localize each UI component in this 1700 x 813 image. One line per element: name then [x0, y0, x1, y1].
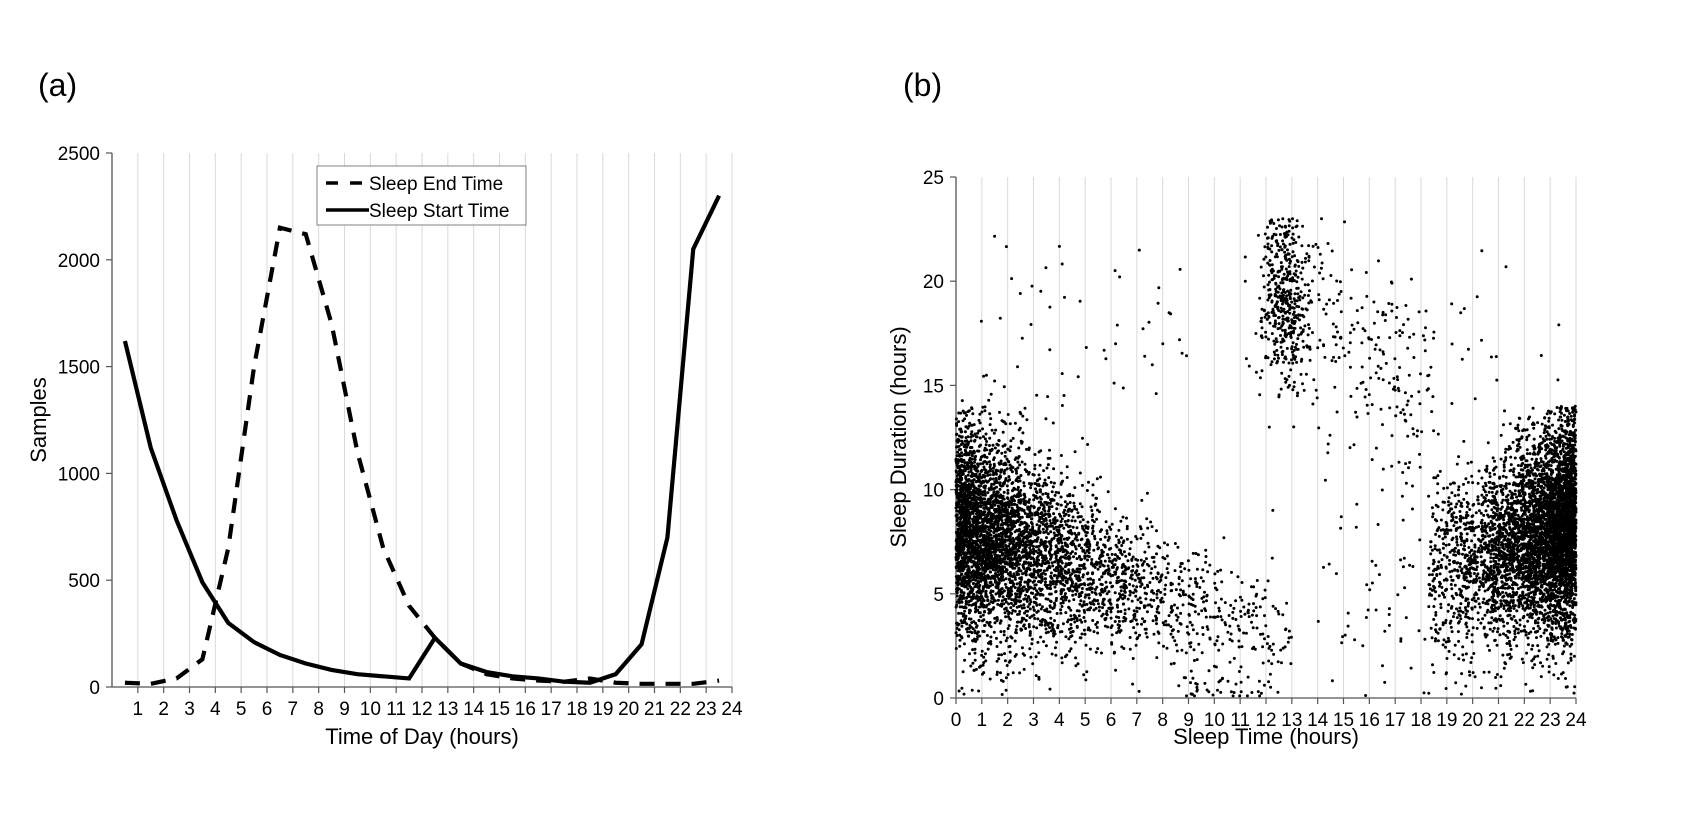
svg-text:1000: 1000	[58, 464, 100, 485]
svg-text:6: 6	[1106, 710, 1117, 731]
svg-text:1: 1	[133, 699, 144, 720]
svg-text:22: 22	[670, 699, 691, 720]
svg-text:8: 8	[313, 699, 324, 720]
svg-text:24: 24	[1565, 710, 1587, 731]
svg-text:Samples: Samples	[26, 377, 51, 463]
svg-text:12: 12	[411, 699, 432, 720]
svg-text:16: 16	[1359, 710, 1380, 731]
svg-text:Time of Day (hours): Time of Day (hours)	[325, 724, 519, 749]
svg-text:(a): (a)	[38, 67, 77, 103]
svg-text:2500: 2500	[58, 144, 100, 165]
svg-text:Sleep End Time: Sleep End Time	[369, 174, 503, 195]
svg-text:0: 0	[89, 678, 100, 699]
svg-text:13: 13	[437, 699, 458, 720]
svg-text:21: 21	[644, 699, 665, 720]
svg-text:7: 7	[1132, 710, 1143, 731]
svg-text:18: 18	[1410, 710, 1431, 731]
svg-text:(b): (b)	[903, 67, 942, 103]
svg-text:23: 23	[1540, 710, 1561, 731]
svg-text:2: 2	[1002, 710, 1013, 731]
svg-text:7: 7	[288, 699, 299, 720]
svg-text:11: 11	[386, 699, 406, 720]
svg-text:15: 15	[489, 699, 510, 720]
svg-text:17: 17	[1385, 710, 1406, 731]
svg-text:5: 5	[236, 699, 247, 720]
svg-text:2: 2	[158, 699, 169, 720]
svg-text:23: 23	[696, 699, 717, 720]
svg-text:25: 25	[923, 168, 944, 189]
svg-text:5: 5	[933, 585, 944, 606]
svg-text:Sleep Start Time: Sleep Start Time	[369, 201, 509, 222]
svg-text:24: 24	[721, 699, 743, 720]
svg-text:2000: 2000	[58, 251, 100, 272]
svg-text:20: 20	[923, 272, 944, 293]
svg-text:10: 10	[923, 481, 944, 502]
svg-text:14: 14	[463, 699, 485, 720]
svg-text:1: 1	[977, 710, 988, 731]
svg-text:17: 17	[541, 699, 562, 720]
svg-text:19: 19	[1436, 710, 1457, 731]
svg-text:20: 20	[618, 699, 639, 720]
svg-text:500: 500	[68, 571, 100, 592]
svg-text:1500: 1500	[58, 358, 100, 379]
svg-text:0: 0	[951, 710, 962, 731]
svg-text:8: 8	[1157, 710, 1168, 731]
svg-text:10: 10	[360, 699, 381, 720]
svg-text:5: 5	[1080, 710, 1091, 731]
svg-text:9: 9	[339, 699, 350, 720]
svg-text:20: 20	[1462, 710, 1483, 731]
svg-text:0: 0	[933, 689, 944, 710]
svg-text:3: 3	[1028, 710, 1039, 731]
svg-text:15: 15	[923, 376, 944, 397]
svg-text:19: 19	[592, 699, 613, 720]
svg-text:6: 6	[262, 699, 273, 720]
svg-text:4: 4	[210, 699, 221, 720]
svg-text:18: 18	[566, 699, 587, 720]
svg-text:3: 3	[184, 699, 195, 720]
svg-text:16: 16	[515, 699, 536, 720]
svg-text:4: 4	[1054, 710, 1065, 731]
svg-text:21: 21	[1488, 710, 1509, 731]
svg-text:22: 22	[1514, 710, 1535, 731]
